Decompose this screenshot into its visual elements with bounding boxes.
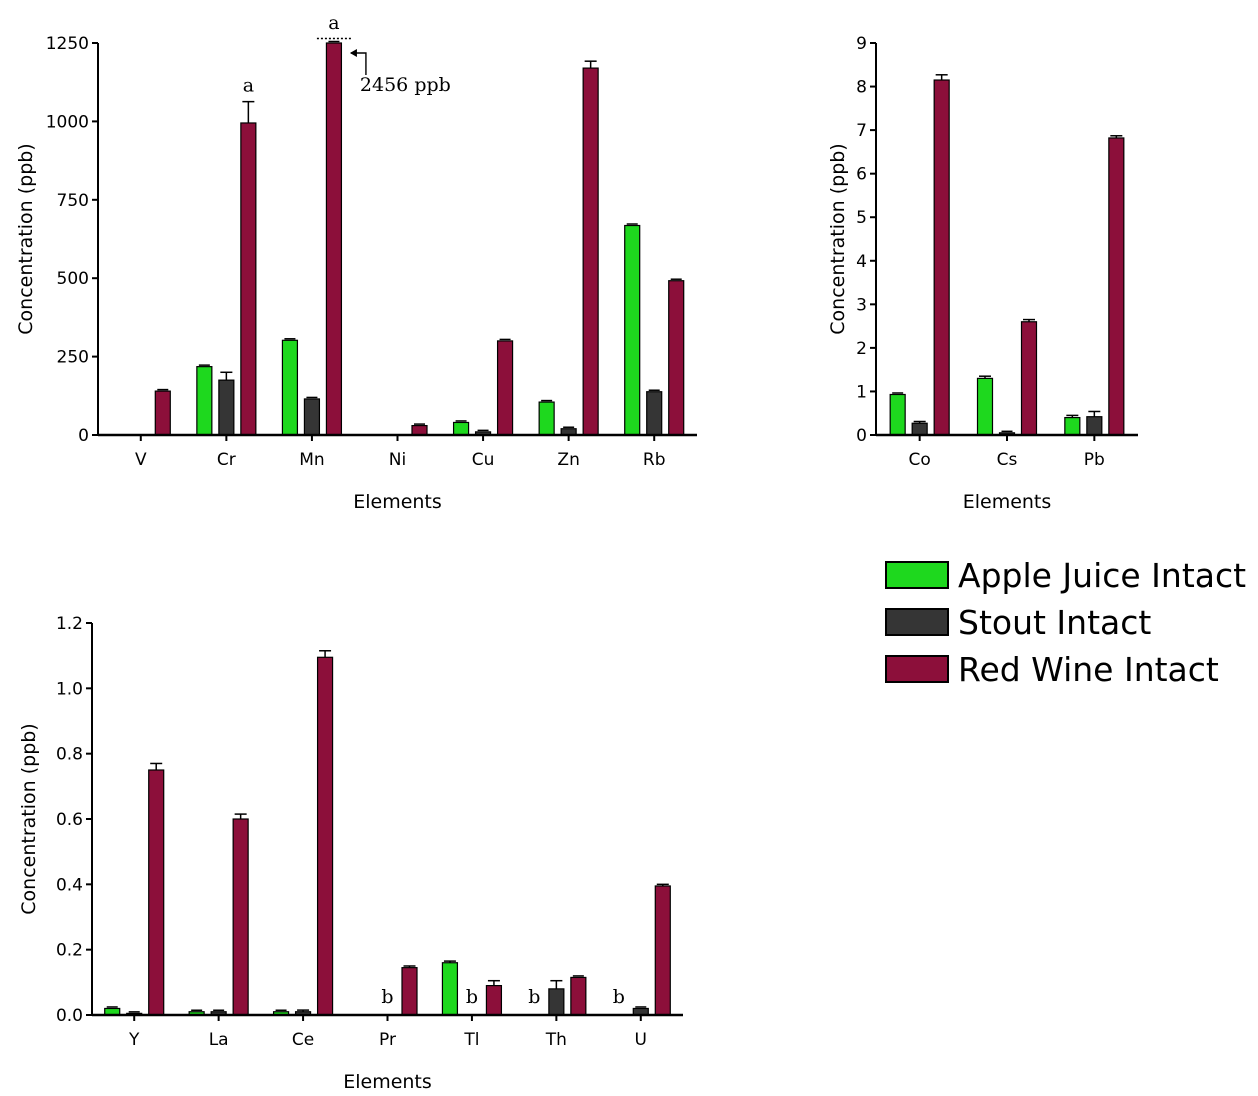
x-tick-label-cr: Cr [217,450,236,470]
bar-ce-red-wine-intact [316,656,334,1016]
y-tick-label: 0.6 [56,810,83,830]
offscale-value-label: 2456 ppb [360,74,451,96]
x-tick-label-mn: Mn [299,450,324,470]
bar-tl-red-wine-intact [485,984,503,1016]
bar-u-red-wine-intact [654,885,671,1016]
significance-letter: b [466,986,478,1008]
y-tick-label: 3 [856,295,867,315]
x-axis-label: Elements [353,491,442,513]
bar-cr-red-wine-intact [240,122,257,436]
bar-v-red-wine-intact [154,390,171,436]
legend-label-apple-juice-intact: Apple Juice Intact [958,556,1246,595]
significance-letter: a [328,12,339,34]
x-tick-label-pr: Pr [379,1030,396,1050]
significance-letter: b [528,986,540,1008]
bar-th-red-wine-intact [570,976,587,1016]
x-tick-label-th: Th [545,1030,567,1050]
x-tick-label-y: Y [128,1030,140,1050]
bar-tl-apple-juice-intact [441,962,459,1016]
y-tick-label: 0.4 [56,875,83,895]
y-tick-label: 1000 [46,112,89,132]
legend: Apple Juice Intact Stout Intact Red Wine I… [885,556,1246,689]
legend-label-red-wine-intact: Red Wine Intact [958,650,1219,689]
bar-la-red-wine-intact [232,818,249,1016]
bar-pb-red-wine-intact [1108,137,1125,436]
x-tick-label-pb: Pb [1084,450,1105,470]
legend-swatch-stout-intact [885,608,949,636]
bar-cs-red-wine-intact [1020,321,1038,436]
offscale-arrow [350,52,367,75]
y-tick-label: 1 [856,382,867,402]
y-tick-label: 9 [856,34,867,54]
chart-panel-minor-elements: 0 1 2 3 4 5 6 7 8 9 Concentration (ppb) Co Cs Pb Eleme… [827,34,1138,513]
y-tick-label: 250 [57,348,89,368]
x-tick-label-cs: Cs [997,450,1018,470]
bar-rb-red-wine-intact [668,280,685,436]
x-tick-label-v: V [135,450,147,470]
bar-pb-stout-intact [1086,416,1103,436]
y-tick-label: 0.8 [56,745,83,765]
bar-rb-stout-intact [646,391,663,436]
bar-cu-apple-juice-intact [452,421,470,436]
y-tick-label: 2 [856,339,867,359]
y-tick-label: 7 [856,121,867,141]
bar-rb-apple-juice-intact [624,224,641,436]
y-tick-label: 0.0 [56,1006,83,1026]
x-tick-label-ni: Ni [389,450,406,470]
legend-swatch-red-wine-intact [885,655,949,683]
x-tick-label-la: La [209,1030,229,1050]
y-tick-label: 1.2 [56,614,83,634]
y-tick-label: 5 [856,208,867,228]
bar-y-red-wine-intact [148,769,165,1016]
x-tick-label-co: Co [909,450,931,470]
bar-co-stout-intact [911,422,928,436]
x-tick-label-tl: Tl [463,1030,479,1050]
legend-swatch-apple-juice-intact [885,561,949,589]
x-tick-label-u: U [635,1030,647,1050]
legend-label-stout-intact: Stout Intact [958,603,1151,642]
bar-cr-stout-intact [218,379,235,436]
significance-letter: a [243,75,254,97]
y-tick-label: 0 [856,426,867,446]
bar-co-apple-juice-intact [889,393,906,436]
bar-zn-apple-juice-intact [538,401,555,436]
y-tick-label: 750 [57,191,89,211]
bar-mn-red-wine-intact [325,42,343,436]
x-axis-label: Elements [963,491,1052,513]
x-axis-label: Elements [343,1071,432,1092]
bar-co-red-wine-intact [933,79,950,436]
y-tick-label: 0 [78,426,89,446]
chart-panel-major-elements: 0 250 500 750 1000 1250 Concentration (ppb) V Cr… [15,12,697,513]
y-axis-label: Concentration (ppb) [15,143,37,334]
y-tick-label: 500 [57,269,89,289]
bar-cs-apple-juice-intact [976,377,994,436]
x-tick-label-zn: Zn [557,450,579,470]
bar-cu-red-wine-intact [496,340,514,436]
y-tick-label: 8 [856,78,867,98]
y-axis-label: Concentration (ppb) [827,143,849,334]
y-tick-label: 1250 [46,34,89,54]
y-tick-label: 1.0 [56,679,83,699]
bar-th-stout-intact [548,988,565,1016]
offscale-arrowhead [349,49,357,57]
x-tick-label-rb: Rb [643,450,666,470]
significance-letter: b [613,986,625,1008]
bar-pr-red-wine-intact [401,967,418,1016]
y-tick-label: 0.2 [56,941,83,961]
bar-ni-red-wine-intact [411,424,428,436]
x-tick-label-ce: Ce [292,1030,314,1050]
x-tick-label-cu: Cu [472,450,495,470]
bar-mn-stout-intact [303,398,321,436]
bar-pb-apple-juice-intact [1064,416,1081,436]
bar-cr-apple-juice-intact [196,366,213,436]
y-axis-label: Concentration (ppb) [18,723,40,914]
y-tick-label: 4 [856,252,867,272]
chart-panel-trace-elements: 0.0 0.2 0.4 0.6 0.8 1.0 1.2 Concentration (ppb)… [18,614,683,1093]
significance-letter: b [381,986,393,1008]
bar-mn-apple-juice-intact [281,339,299,436]
bar-zn-red-wine-intact [582,67,599,436]
y-tick-label: 6 [856,165,867,185]
